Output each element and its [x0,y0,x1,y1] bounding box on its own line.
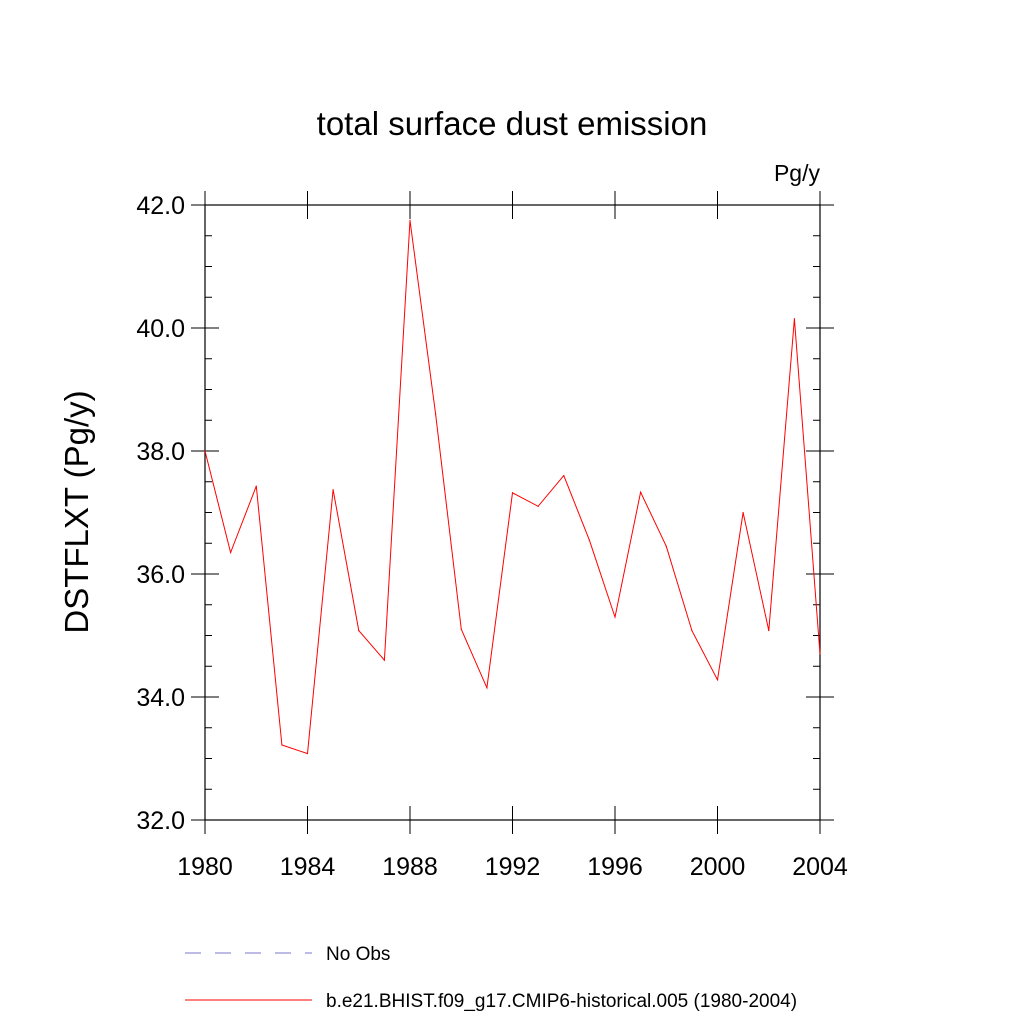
series [204,219,821,755]
data-point [204,450,206,452]
data-point [665,545,667,547]
series-line [204,220,821,755]
data-point [358,629,360,632]
tick-marks [191,191,834,834]
data-point [460,628,462,630]
x-tick-label: 2004 [792,853,848,881]
y-tick-label: 42.0 [136,192,185,220]
legend-label: No Obs [326,944,390,965]
data-point [255,485,257,487]
data-point [230,551,232,554]
data-point [306,752,309,755]
data-point [563,475,565,477]
data-point [768,629,770,632]
data-point [409,219,411,221]
y-tick-label: 38.0 [136,438,185,466]
data-point [614,616,616,618]
data-point [691,629,693,632]
data-point [332,489,334,491]
data-point [281,744,283,746]
data-point [640,491,642,493]
data-point [511,492,514,494]
data-point [716,679,719,681]
y-tick-label: 34.0 [136,684,185,712]
chart-title: total surface dust emission [317,105,708,142]
data-point [435,413,437,415]
x-tick-label: 2000 [690,853,746,881]
legend: No Obs b.e21.BHIST.f09_g17.CMIP6-historic… [185,944,797,1012]
y-tick-label: 40.0 [136,315,185,343]
y-axis-label: DSTFLXT (Pg/y) [58,390,95,633]
x-tick-label: 1980 [177,853,233,881]
data-point [537,505,539,507]
data-point [819,653,821,655]
x-tick-label: 1988 [382,853,438,881]
units-label: Pg/y [774,160,821,186]
data-point [588,539,590,541]
data-point [383,659,385,661]
axes [204,204,821,821]
x-tick-label: 1992 [485,853,541,881]
y-tick-labels: 32.0 34.0 36.0 38.0 40.0 42.0 [136,192,185,835]
x-tick-labels: 1980 1984 1988 1992 1996 2000 2004 [177,853,848,881]
data-point [486,687,488,689]
x-tick-label: 1984 [280,853,336,881]
y-tick-label: 36.0 [136,561,185,589]
data-point [742,511,744,514]
y-tick-label: 32.0 [136,807,185,835]
plot-frame [204,204,821,821]
x-tick-label: 1996 [587,853,643,881]
data-point [793,318,795,320]
legend-label: b.e21.BHIST.f09_g17.CMIP6-historical.005… [326,991,797,1012]
